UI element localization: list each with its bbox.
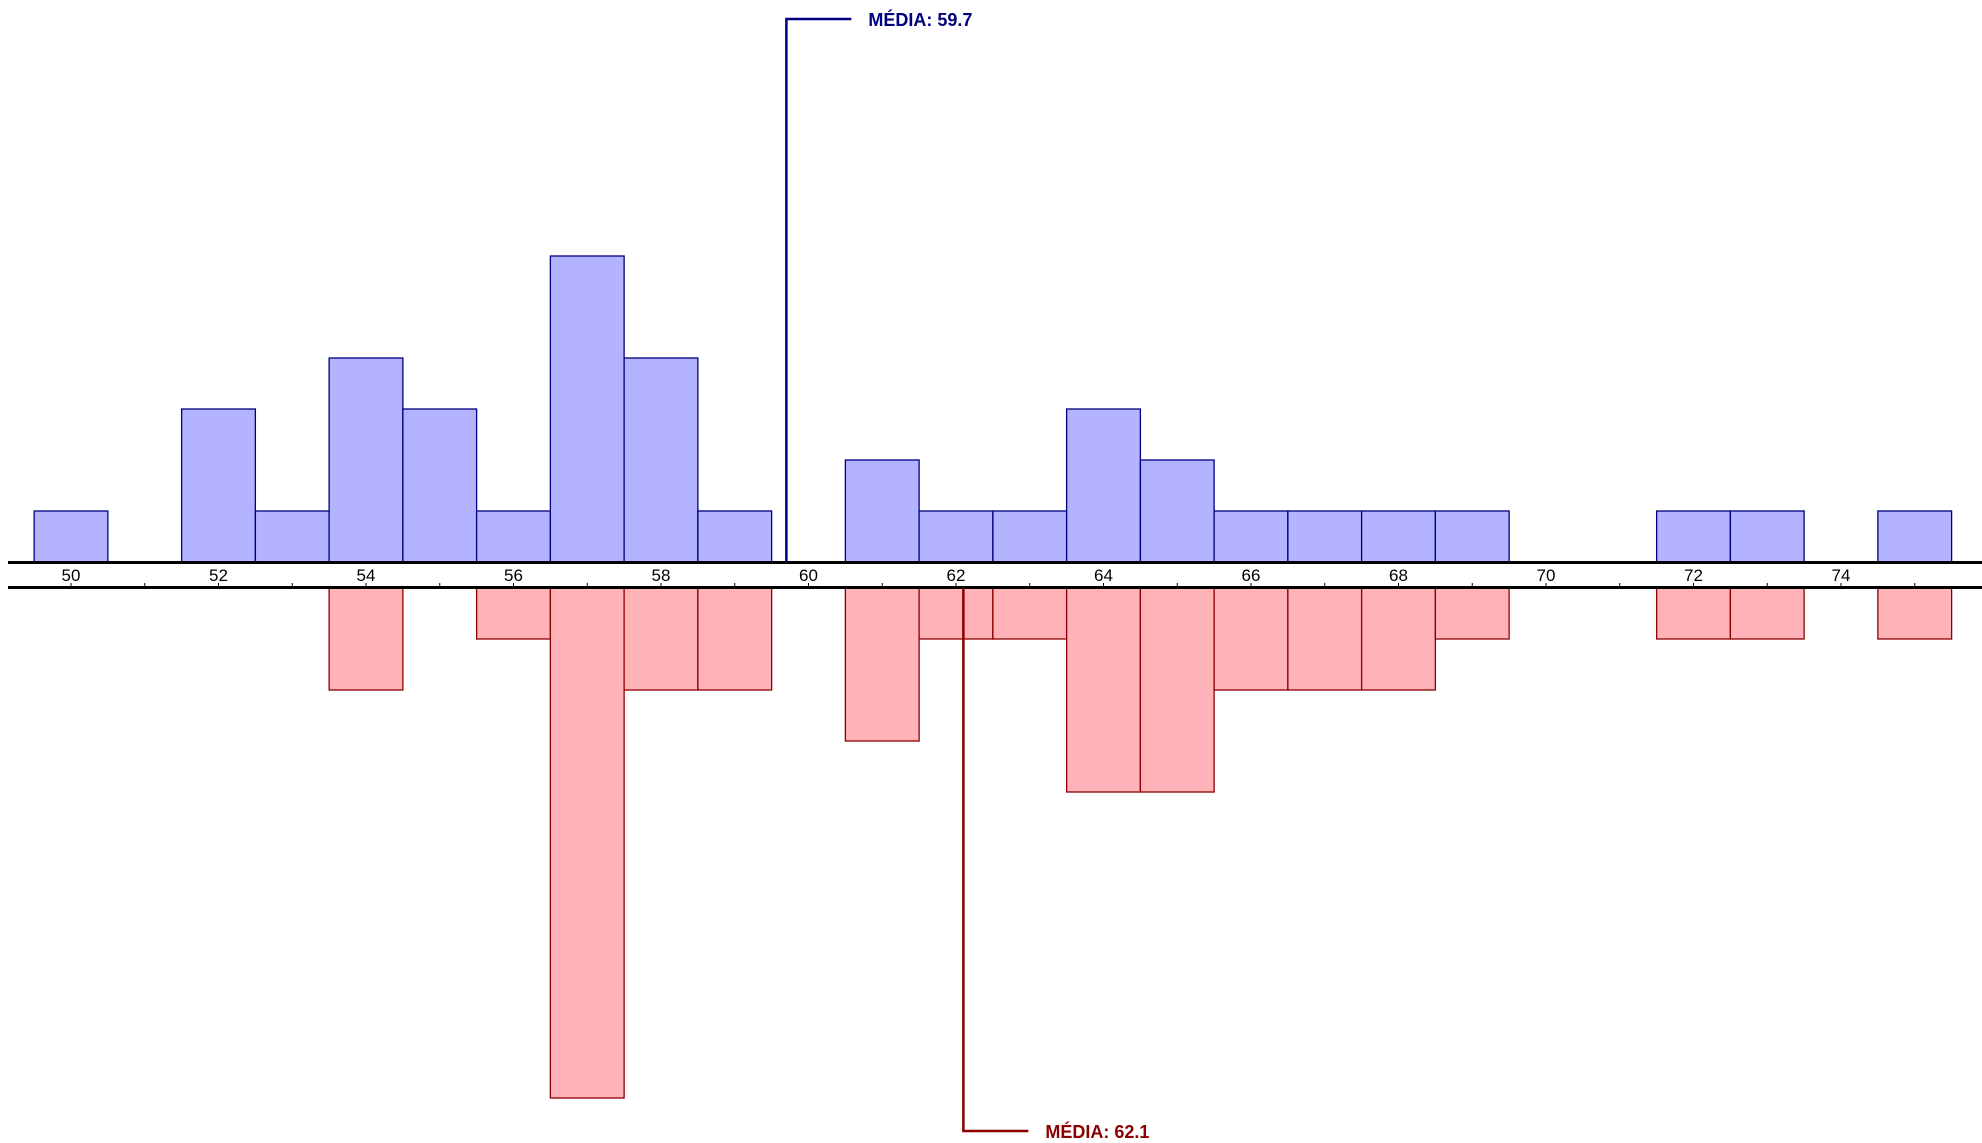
lower-mean-line bbox=[962, 588, 1029, 1133]
upper-mean-line bbox=[785, 17, 852, 562]
bar-upper-65 bbox=[1139, 459, 1215, 563]
x-axis-ticks: 50 52 54 56 58 60 62 64 66 68 70 72 74 bbox=[62, 566, 1916, 587]
x-tick-label: 64 bbox=[1094, 566, 1113, 585]
bar-upper-75 bbox=[1877, 510, 1953, 563]
x-tick-label: 56 bbox=[504, 566, 523, 585]
bar-lower-73 bbox=[1729, 587, 1805, 640]
bar-upper-52 bbox=[180, 408, 257, 563]
x-tick-label: 74 bbox=[1832, 566, 1851, 585]
bar-upper-64 bbox=[1065, 408, 1142, 563]
bar-upper-62 bbox=[918, 510, 994, 563]
bar-lower-56 bbox=[475, 587, 552, 640]
x-tick-label: 58 bbox=[652, 566, 671, 585]
bar-upper-69 bbox=[1434, 510, 1510, 563]
bar-lower-57 bbox=[549, 587, 625, 1099]
bar-lower-63 bbox=[992, 587, 1068, 640]
x-tick-label: 52 bbox=[209, 566, 228, 585]
x-tick-label: 54 bbox=[357, 566, 376, 585]
bar-upper-73 bbox=[1729, 510, 1805, 563]
x-tick-label: 70 bbox=[1537, 566, 1556, 585]
bar-lower-75 bbox=[1877, 587, 1953, 640]
bar-upper-50 bbox=[33, 510, 109, 563]
bar-lower-61 bbox=[844, 587, 920, 742]
upper-mean-label: MÉDIA: 59.7 bbox=[868, 9, 972, 30]
bar-lower-64 bbox=[1065, 587, 1142, 793]
bar-upper-56 bbox=[475, 510, 552, 563]
lower-bars bbox=[328, 587, 1953, 1099]
bar-upper-67 bbox=[1287, 510, 1363, 563]
upper-bars bbox=[33, 255, 1953, 563]
x-tick-label: 50 bbox=[62, 566, 81, 585]
bar-upper-59 bbox=[697, 510, 773, 563]
bar-lower-59 bbox=[697, 587, 773, 691]
bar-upper-63 bbox=[992, 510, 1068, 563]
bar-lower-67 bbox=[1287, 587, 1363, 691]
x-tick-label: 62 bbox=[947, 566, 966, 585]
bar-lower-58 bbox=[623, 587, 699, 691]
bar-upper-61 bbox=[844, 459, 920, 563]
bar-lower-65 bbox=[1139, 587, 1215, 793]
mean-markers: MÉDIA: 59.7 MÉDIA: 62.1 bbox=[785, 9, 1149, 1142]
x-tick-label: 60 bbox=[799, 566, 818, 585]
bar-upper-57 bbox=[549, 255, 625, 563]
bar-upper-53 bbox=[254, 510, 330, 563]
bar-upper-72 bbox=[1655, 510, 1732, 563]
bar-lower-68 bbox=[1360, 587, 1437, 691]
bar-lower-69 bbox=[1434, 587, 1510, 640]
lower-mean-label: MÉDIA: 62.1 bbox=[1045, 1121, 1149, 1142]
x-tick-label: 72 bbox=[1684, 566, 1703, 585]
bar-upper-58 bbox=[623, 357, 699, 563]
bar-lower-62 bbox=[918, 587, 994, 640]
bar-upper-55 bbox=[402, 408, 478, 563]
x-tick-label: 68 bbox=[1389, 566, 1408, 585]
bar-lower-54 bbox=[328, 587, 404, 691]
bar-lower-72 bbox=[1655, 587, 1732, 640]
bar-upper-66 bbox=[1213, 510, 1289, 563]
x-tick-label: 66 bbox=[1242, 566, 1261, 585]
bar-upper-54 bbox=[328, 357, 404, 563]
bar-lower-66 bbox=[1213, 587, 1289, 691]
bar-upper-68 bbox=[1360, 510, 1437, 563]
